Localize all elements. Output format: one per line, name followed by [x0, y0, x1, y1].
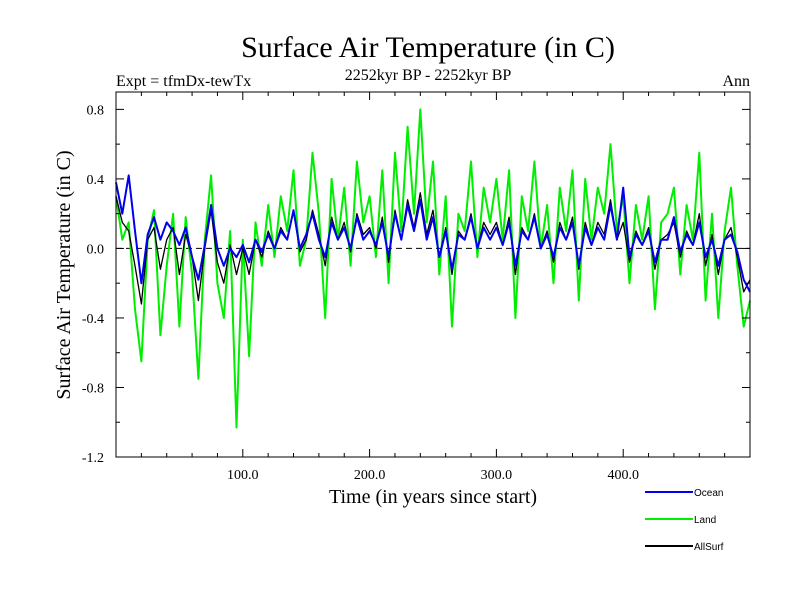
y-tick-label: 0.8 — [87, 103, 105, 118]
legend-ocean-label: Ocean — [694, 488, 723, 499]
y-tick-label: -1.2 — [82, 451, 104, 466]
x-axis-label: Time (in years since start) — [329, 486, 537, 508]
y-tick-label: -0.8 — [82, 381, 104, 396]
x-tick-label: 200.0 — [354, 468, 386, 483]
y-tick-label: -0.4 — [82, 312, 104, 327]
x-tick-label: 400.0 — [607, 468, 639, 483]
series-land-line — [115, 108, 751, 429]
y-tick-label: 0.0 — [87, 242, 105, 257]
legend-land-label: Land — [694, 515, 716, 526]
experiment-label: Expt = tfmDx-tewTx — [116, 73, 251, 90]
season-label: Ann — [722, 73, 750, 90]
x-tick-label: 100.0 — [227, 468, 259, 483]
plot-frame — [115, 91, 751, 458]
y-tick-label: 0.4 — [87, 173, 105, 188]
x-axis-ticks: 100.0 200.0 300.0 400.0 — [140, 92, 726, 483]
chart-title: Surface Air Temperature (in C) — [241, 31, 615, 64]
legend-allsurf-label: AllSurf — [694, 542, 724, 553]
plot-area — [115, 108, 751, 429]
legend: Ocean Land AllSurf — [645, 488, 724, 553]
y-axis-label: Surface Air Temperature (in C) — [53, 150, 75, 399]
chart-subtitle: 2252kyr BP - 2252kyr BP — [345, 67, 512, 84]
y-axis-ticks: -1.2 -0.8 -0.4 0.0 0.4 0.8 — [82, 103, 750, 466]
x-tick-label: 300.0 — [481, 468, 513, 483]
series-ocean-line — [115, 174, 751, 293]
